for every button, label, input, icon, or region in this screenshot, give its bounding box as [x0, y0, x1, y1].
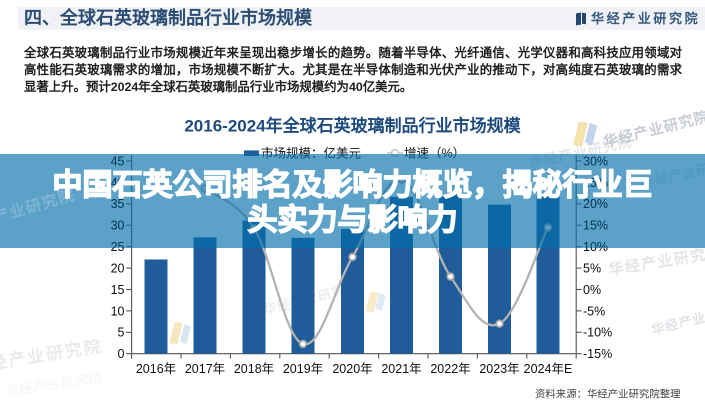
- svg-text:20: 20: [111, 262, 125, 276]
- svg-text:2024年E: 2024年E: [524, 362, 573, 376]
- svg-text:5%: 5%: [583, 262, 601, 276]
- svg-text:15%: 15%: [583, 219, 608, 233]
- svg-text:2018年: 2018年: [234, 362, 274, 376]
- svg-text:30%: 30%: [583, 154, 608, 168]
- svg-text:2017年: 2017年: [185, 362, 225, 376]
- svg-text:45: 45: [111, 154, 125, 168]
- svg-text:2022年: 2022年: [430, 362, 470, 376]
- svg-text:5: 5: [118, 326, 125, 340]
- svg-text:2021年: 2021年: [381, 362, 421, 376]
- svg-text:-5%: -5%: [583, 304, 605, 318]
- svg-text:2016-2024年全球石英玻璃制品行业市场规模: 2016-2024年全球石英玻璃制品行业市场规模: [184, 116, 521, 136]
- svg-text:0%: 0%: [583, 283, 601, 297]
- svg-text:25%: 25%: [583, 176, 608, 190]
- svg-text:-10%: -10%: [583, 326, 612, 340]
- svg-text:-15%: -15%: [583, 347, 612, 361]
- svg-text:30: 30: [111, 219, 125, 233]
- svg-text:2019年: 2019年: [283, 362, 323, 376]
- svg-text:10%: 10%: [583, 240, 608, 254]
- svg-text:40: 40: [111, 176, 125, 190]
- svg-text:资料来源：华经产业研究院整理: 资料来源：华经产业研究院整理: [535, 388, 681, 401]
- svg-text:15: 15: [111, 283, 125, 297]
- svg-text:0: 0: [118, 347, 125, 361]
- svg-text:2020年: 2020年: [332, 362, 372, 376]
- svg-text:20%: 20%: [583, 197, 608, 211]
- svg-text:25: 25: [111, 240, 125, 254]
- svg-text:2023年: 2023年: [479, 362, 519, 376]
- svg-text:2016年: 2016年: [136, 362, 176, 376]
- svg-text:35: 35: [111, 197, 125, 211]
- svg-text:10: 10: [111, 304, 125, 318]
